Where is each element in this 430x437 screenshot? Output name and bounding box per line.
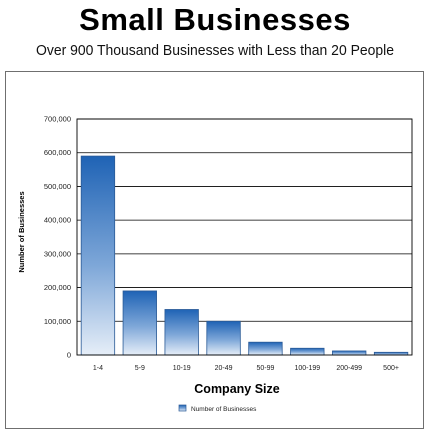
chart-frame — [5, 71, 424, 429]
y-axis-ticks: 0 100,000 200,000 300,000 400,000 500,000 600,… — [44, 115, 71, 360]
y-tick-label: 300,000 — [44, 249, 71, 258]
y-tick-label: 700,000 — [44, 115, 71, 124]
axes — [76, 118, 413, 356]
bar-200-499 — [332, 350, 367, 356]
y-axis-label: Number of Businesses — [17, 191, 26, 272]
y-tick-label: 200,000 — [44, 283, 71, 292]
plot-area-border — [76, 118, 413, 356]
bar-1-4 — [80, 155, 116, 356]
x-tick-label: 100-199 — [294, 365, 320, 372]
bar-20-49 — [206, 320, 241, 356]
x-tick-label: 1-4 — [93, 365, 103, 372]
bars — [80, 155, 409, 356]
y-tick-label: 500,000 — [44, 182, 71, 191]
bar-100-199 — [290, 347, 325, 356]
chart-title: Small Businesses — [79, 2, 351, 37]
x-tick-label: 200-499 — [336, 365, 362, 372]
y-tick-label: 600,000 — [44, 148, 71, 157]
x-tick-label: 50-99 — [256, 365, 274, 372]
bar-5-9 — [122, 290, 157, 356]
bar-50-99 — [248, 341, 283, 356]
legend-label: Number of Businesses — [191, 406, 257, 413]
y-tick-label: 400,000 — [44, 216, 71, 225]
bar-10-19 — [164, 309, 199, 356]
chart-subtitle: Over 900 Thousand Businesses with Less t… — [35, 42, 395, 59]
legend-swatch — [178, 404, 187, 412]
x-tick-label: 5-9 — [135, 365, 145, 372]
x-tick-label: 20-49 — [215, 365, 233, 372]
x-tick-label: 10-19 — [173, 365, 191, 372]
y-tick-label: 100,000 — [44, 317, 71, 326]
legend: Number of Businesses — [178, 404, 257, 413]
x-axis-ticks: 1-4 5-9 10-19 20-49 50-99 100-199 200-499 500+ — [93, 365, 399, 372]
x-tick-label: 500+ — [383, 365, 399, 372]
y-tick-label: 0 — [67, 351, 71, 360]
x-axis-label: Company Size — [194, 382, 279, 396]
